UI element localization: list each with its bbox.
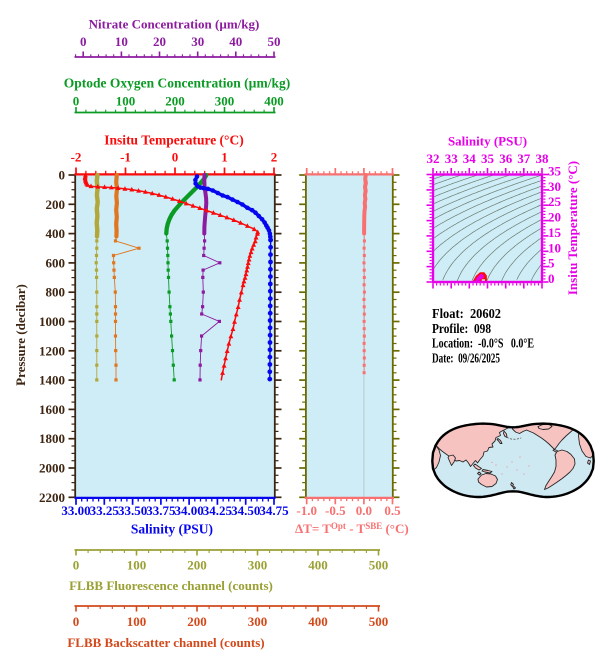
svg-text:33.25: 33.25 [90, 503, 120, 518]
svg-text:-2: -2 [71, 150, 82, 165]
svg-text:400: 400 [308, 614, 328, 629]
svg-text:200: 200 [46, 197, 66, 212]
svg-text:15: 15 [548, 225, 562, 240]
svg-text:0.5: 0.5 [384, 503, 401, 518]
svg-text:33.00: 33.00 [61, 503, 90, 518]
svg-text:0: 0 [73, 558, 80, 573]
svg-text:Insitu Temperature (°C): Insitu Temperature (°C) [104, 133, 243, 148]
svg-text:200: 200 [165, 94, 185, 109]
svg-text:1400: 1400 [39, 373, 65, 388]
svg-text:FLBB Backscatter channel (coun: FLBB Backscatter channel (counts) [67, 635, 264, 650]
svg-text:35: 35 [548, 164, 562, 179]
svg-text:300: 300 [215, 94, 235, 109]
svg-text:0: 0 [80, 34, 87, 49]
svg-text:Location: -0.0°S 0.0°E: Location: -0.0°S 0.0°E [432, 337, 534, 352]
svg-text:34: 34 [463, 151, 477, 166]
svg-text:1: 1 [221, 150, 228, 165]
svg-text:10: 10 [115, 34, 128, 49]
svg-text:300: 300 [248, 558, 268, 573]
svg-text:-1.0: -1.0 [296, 503, 317, 518]
svg-text:ΔT= TOpt - TSBE (°C): ΔT= TOpt - TSBE (°C) [295, 521, 409, 536]
svg-text:40: 40 [229, 34, 242, 49]
svg-text:Pressure (decibar): Pressure (decibar) [13, 284, 28, 386]
svg-text:800: 800 [46, 285, 66, 300]
svg-text:34.00: 34.00 [174, 503, 203, 518]
svg-text:Float: 20602: Float: 20602 [432, 307, 501, 322]
svg-text:30: 30 [191, 34, 204, 49]
svg-text:400: 400 [46, 226, 66, 241]
svg-text:Date: 09/26/2025: Date: 09/26/2025 [432, 351, 500, 366]
svg-text:Insitu Temperature (°C): Insitu Temperature (°C) [565, 161, 580, 295]
svg-text:Profile: 098: Profile: 098 [432, 322, 491, 337]
svg-text:100: 100 [116, 94, 136, 109]
svg-text:0.0: 0.0 [356, 503, 372, 518]
svg-text:FLBB Fluorescence channel (cou: FLBB Fluorescence channel (counts) [69, 578, 273, 593]
svg-text:33: 33 [445, 151, 459, 166]
svg-text:34.75: 34.75 [259, 503, 289, 518]
svg-text:10: 10 [548, 240, 561, 255]
svg-text:2000: 2000 [39, 461, 65, 476]
svg-text:37: 37 [517, 151, 531, 166]
svg-text:500: 500 [369, 614, 389, 629]
svg-text:35: 35 [481, 151, 495, 166]
svg-text:20: 20 [153, 34, 166, 49]
svg-text:0: 0 [548, 271, 555, 286]
svg-text:0: 0 [59, 168, 66, 183]
svg-text:33.50: 33.50 [118, 503, 147, 518]
svg-text:600: 600 [46, 255, 66, 270]
svg-text:-0.5: -0.5 [325, 503, 346, 518]
svg-text:36: 36 [499, 151, 513, 166]
svg-text:1800: 1800 [39, 431, 65, 446]
svg-text:0: 0 [73, 94, 80, 109]
svg-text:-1: -1 [120, 150, 131, 165]
svg-text:100: 100 [127, 614, 147, 629]
svg-text:30: 30 [548, 179, 561, 194]
svg-text:400: 400 [308, 558, 328, 573]
svg-text:2: 2 [271, 150, 278, 165]
svg-text:1200: 1200 [39, 343, 65, 358]
svg-text:5: 5 [548, 256, 555, 271]
svg-text:2200: 2200 [39, 490, 65, 505]
svg-text:Salinity (PSU): Salinity (PSU) [448, 134, 527, 149]
svg-text:0: 0 [172, 150, 179, 165]
svg-text:300: 300 [248, 614, 268, 629]
svg-text:500: 500 [369, 558, 389, 573]
svg-text:200: 200 [187, 614, 207, 629]
svg-text:32: 32 [427, 151, 440, 166]
svg-text:33.75: 33.75 [146, 503, 176, 518]
svg-text:38: 38 [536, 151, 550, 166]
svg-text:25: 25 [548, 194, 562, 209]
svg-text:200: 200 [187, 558, 207, 573]
svg-text:Nitrate Concentration (µm/kg): Nitrate Concentration (µm/kg) [89, 17, 260, 32]
svg-text:34.50: 34.50 [231, 503, 260, 518]
svg-text:20: 20 [548, 210, 561, 225]
svg-text:100: 100 [127, 558, 147, 573]
svg-text:Optode Oxygen Concentration (µ: Optode Oxygen Concentration (µm/kg) [64, 76, 290, 91]
svg-text:1600: 1600 [39, 402, 65, 417]
svg-text:1000: 1000 [39, 314, 65, 329]
svg-text:400: 400 [264, 94, 284, 109]
svg-text:Salinity (PSU): Salinity (PSU) [131, 522, 213, 537]
svg-text:0: 0 [73, 614, 80, 629]
svg-text:50: 50 [268, 34, 281, 49]
svg-text:34.25: 34.25 [203, 503, 233, 518]
